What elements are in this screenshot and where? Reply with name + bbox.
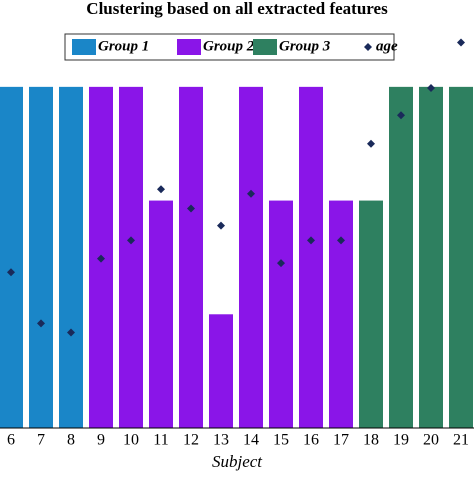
age-marker <box>397 111 405 120</box>
x-tick-label: 16 <box>303 432 319 449</box>
x-tick-label: 12 <box>183 432 199 449</box>
legend-marker <box>364 43 372 51</box>
age-marker <box>37 319 45 328</box>
chart-title: Clustering based on all extracted featur… <box>86 0 388 18</box>
age-marker <box>217 221 225 230</box>
age-marker <box>127 236 135 245</box>
x-tick-label: 18 <box>363 432 379 449</box>
bar <box>359 200 383 428</box>
age-marker <box>337 236 345 245</box>
x-tick-label: 19 <box>393 432 409 449</box>
bar <box>0 86 23 428</box>
bar <box>59 86 83 428</box>
bar <box>389 86 413 428</box>
x-tick-label: 21 <box>453 432 469 449</box>
legend-label: Group 3 <box>279 38 331 54</box>
age-marker <box>307 236 315 245</box>
legend-box <box>64 33 395 61</box>
bar <box>419 86 443 428</box>
legend-swatch <box>72 39 96 55</box>
x-tick-label: 17 <box>333 432 349 449</box>
legend-swatch <box>177 39 201 55</box>
age-marker <box>247 189 255 198</box>
x-axis-label: Subject <box>212 452 263 471</box>
bar <box>179 86 203 428</box>
x-tick-label: 11 <box>153 432 168 449</box>
age-marker <box>457 38 465 47</box>
x-tick-label: 13 <box>213 432 229 449</box>
age-marker <box>157 185 165 194</box>
x-tick-label: 7 <box>37 432 45 449</box>
age-marker <box>67 328 75 337</box>
age-marker <box>277 259 285 268</box>
x-tick-label: 20 <box>423 432 439 449</box>
bar <box>269 200 293 428</box>
legend-label: Group 2 <box>203 38 255 54</box>
legend-swatch <box>253 39 277 55</box>
bar <box>239 86 263 428</box>
bar <box>119 86 143 428</box>
bar <box>449 86 473 428</box>
bar <box>29 86 53 428</box>
bar <box>209 314 233 428</box>
age-marker <box>367 139 375 148</box>
x-tick-label: 9 <box>97 432 105 449</box>
age-marker <box>427 83 435 92</box>
bar <box>149 200 173 428</box>
bar <box>329 200 353 428</box>
x-tick-label: 14 <box>243 432 259 449</box>
legend-label: age <box>376 38 398 54</box>
age-marker <box>7 268 15 277</box>
age-marker <box>187 204 195 213</box>
age-marker <box>97 254 105 263</box>
legend-label: Group 1 <box>98 38 149 54</box>
bar <box>299 86 323 428</box>
x-tick-label: 8 <box>67 432 75 449</box>
x-tick-label: 10 <box>123 432 139 449</box>
x-tick-label: 15 <box>273 432 289 449</box>
x-tick-label: 6 <box>7 432 15 449</box>
